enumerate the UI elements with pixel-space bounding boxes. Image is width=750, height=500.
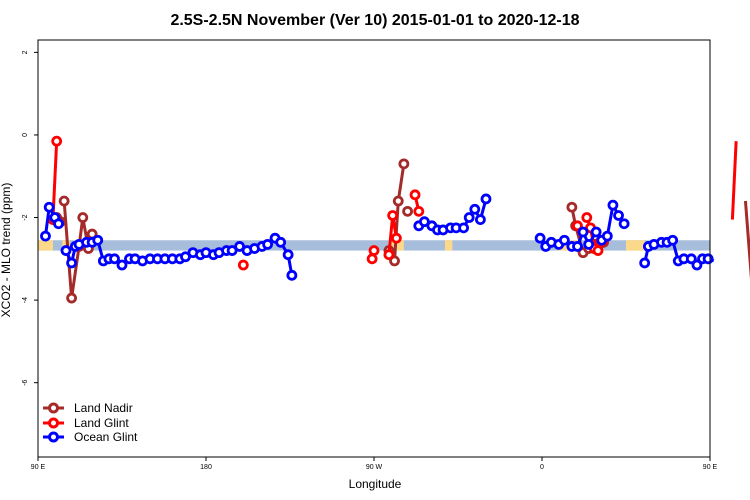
data-point-ocean-glint [463, 212, 475, 223]
data-point-ocean-glint [116, 259, 128, 271]
data-point-ocean-glint [577, 226, 589, 238]
data-point-ocean-glint [618, 218, 630, 230]
data-point-ocean-glint [282, 249, 294, 261]
band-land-segment [444, 240, 453, 251]
x-tick-label: 0 [540, 464, 544, 471]
series-land-nadir [51, 158, 750, 304]
data-point-ocean-glint [43, 201, 55, 213]
y-tick-label: 2 [22, 50, 29, 54]
y-tick-label: -4 [22, 297, 29, 303]
data-point-land-nadir [402, 205, 414, 217]
legend-item-ocean-glint: Ocean Glint [43, 430, 138, 444]
x-tick-label: 90 W [366, 464, 383, 471]
legend-marker-land-glint [48, 417, 59, 429]
legend-label-ocean-glint: Ocean Glint [74, 430, 138, 444]
data-point-ocean-glint [458, 222, 470, 234]
y-tick-label: -2 [22, 214, 29, 220]
x-tick-label: 90 E [31, 464, 46, 471]
data-point-ocean-glint [583, 238, 595, 250]
data-point-ocean-glint [480, 193, 492, 205]
data-point-ocean-glint [702, 253, 714, 265]
data-point-ocean-glint [601, 230, 613, 242]
data-point-land-glint [409, 189, 421, 201]
legend-label-land-glint: Land Glint [74, 416, 129, 430]
data-point-land-glint [592, 245, 604, 256]
series-ocean-glint [40, 193, 715, 281]
series-line-land-glint [730, 141, 738, 220]
data-point-land-nadir [392, 195, 404, 207]
data-point-ocean-glint [40, 230, 51, 242]
data-point-ocean-glint [275, 236, 287, 248]
data-point-land-glint [387, 210, 399, 221]
series-line-land-nadir [743, 200, 750, 280]
data-point-ocean-glint [639, 257, 651, 269]
x-axis-ticks: 90 E 180 90 W 0 90 E [31, 457, 718, 471]
data-point-land-nadir [66, 292, 77, 304]
data-point-ocean-glint [474, 214, 486, 225]
data-point-land-glint [383, 249, 395, 261]
data-point-land-glint [390, 232, 402, 244]
legend-item-land-nadir: Land Nadir [43, 401, 133, 415]
data-point-land-nadir [398, 158, 410, 170]
data-point-land-glint [581, 212, 593, 223]
x-axis-label: Longitude [349, 477, 402, 491]
data-point-ocean-glint [559, 234, 570, 246]
data-point-ocean-glint [613, 210, 624, 221]
data-point-ocean-glint [607, 199, 619, 211]
y-tick-label: -6 [22, 379, 29, 385]
data-point-ocean-glint [685, 253, 697, 265]
data-point-land-glint [237, 259, 249, 271]
y-tick-label: 0 [22, 133, 29, 137]
data-point-land-glint [572, 220, 583, 232]
data-point-ocean-glint [109, 253, 120, 265]
data-point-ocean-glint [60, 245, 72, 256]
data-point-land-nadir [566, 201, 578, 213]
data-point-land-nadir [77, 212, 89, 223]
data-point-ocean-glint [691, 259, 703, 271]
x-tick-label: 90 E [703, 464, 718, 471]
data-point-land-glint [368, 245, 380, 256]
data-point-land-glint [51, 135, 63, 147]
legend-item-land-glint: Land Glint [43, 416, 129, 430]
data-point-ocean-glint [590, 226, 602, 238]
data-point-ocean-glint [66, 257, 77, 269]
data-point-ocean-glint [572, 241, 583, 252]
series-layer [40, 135, 750, 304]
legend-marker-land-nadir [48, 402, 59, 414]
data-point-land-glint [413, 205, 425, 217]
data-point-land-glint [366, 253, 378, 265]
legend-label-land-nadir: Land Nadir [74, 401, 133, 415]
data-point-land-nadir [389, 255, 400, 267]
data-point-ocean-glint [262, 238, 274, 250]
data-point-ocean-glint [534, 232, 546, 244]
data-point-ocean-glint [53, 218, 64, 230]
data-point-ocean-glint [286, 269, 298, 281]
data-point-ocean-glint [667, 234, 679, 246]
x-tick-label: 180 [200, 464, 212, 471]
legend-marker-ocean-glint [48, 431, 59, 443]
y-axis-ticks: 2 0 -2 -4 -6 [22, 50, 38, 386]
y-axis-label: XCO2 - MLO trend (ppm) [0, 183, 13, 318]
data-point-land-nadir [58, 195, 70, 207]
legend: Land Nadir Land Glint Ocean Glint [43, 401, 138, 444]
data-point-ocean-glint [469, 203, 481, 215]
data-point-ocean-glint [92, 234, 104, 246]
band-land-segment [38, 240, 53, 251]
chart-title: 2.5S-2.5N November (Ver 10) 2015-01-01 t… [170, 12, 579, 29]
band-land-segment [626, 240, 645, 251]
